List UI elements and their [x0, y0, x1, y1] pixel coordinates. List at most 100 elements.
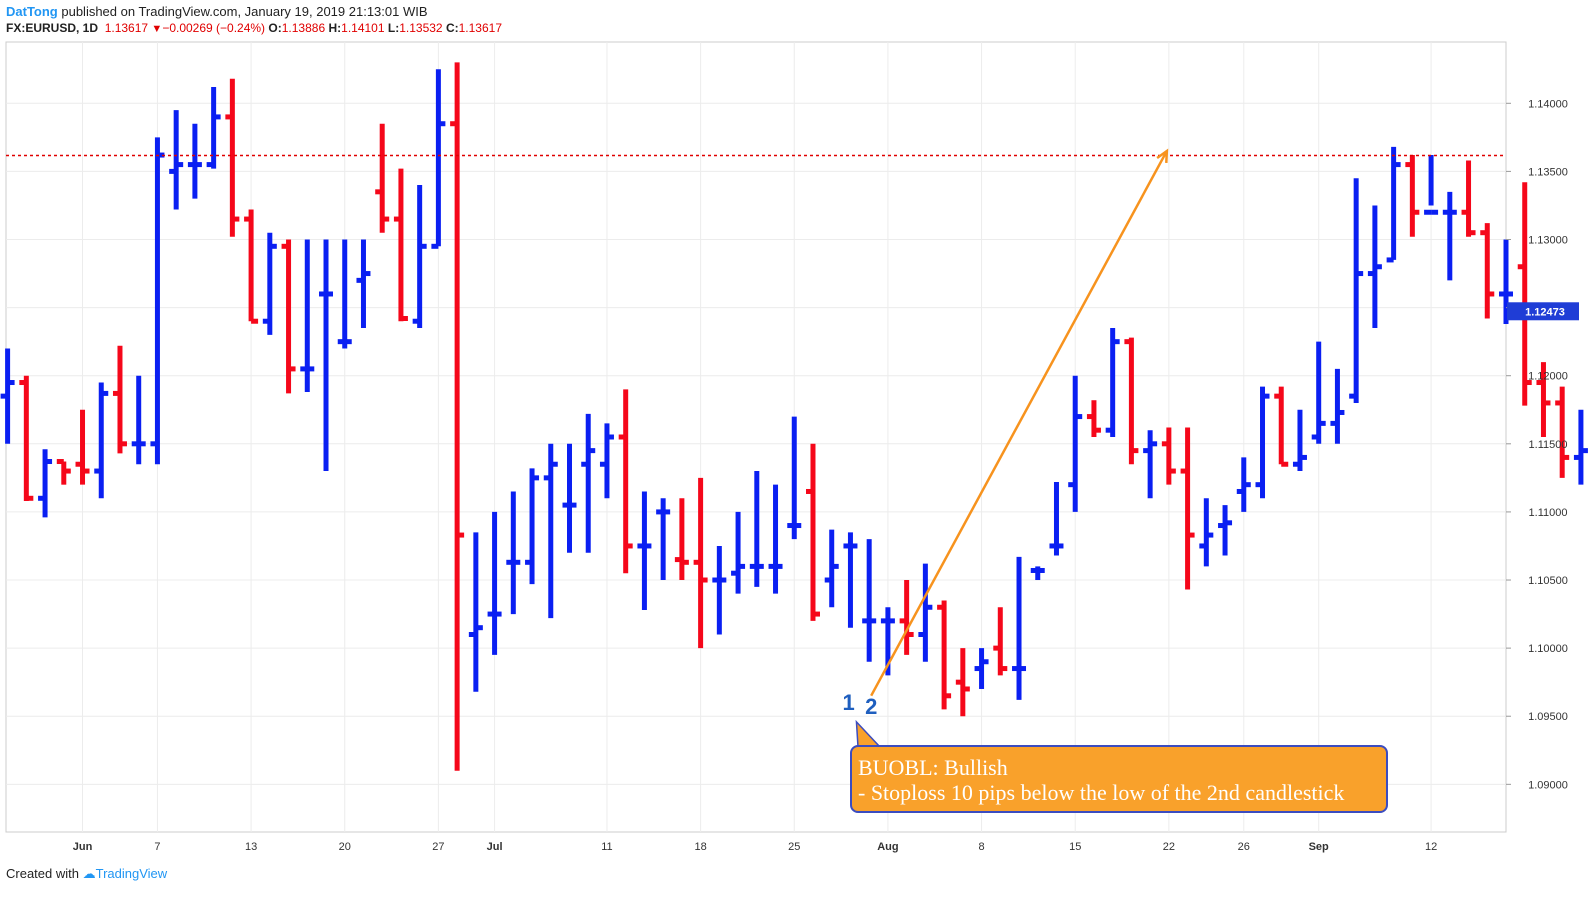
trend-arrow-line: [870, 150, 1168, 697]
ohlc-bar: [599, 423, 614, 499]
marker-1: 1: [842, 690, 854, 715]
y-tick-label: 1.14000: [1528, 98, 1568, 110]
ohlc-bar: [393, 168, 408, 322]
ohlc-bar: [1199, 498, 1214, 567]
ohlc-bar: [974, 648, 989, 689]
y-tick-label: 1.10000: [1528, 643, 1568, 655]
published-text: published on TradingView.com, January 19…: [57, 4, 428, 19]
ohlc-bar: [618, 389, 633, 574]
ohlc-bar: [899, 580, 914, 655]
ohlc-bar: [431, 69, 446, 249]
x-tick-label: 7: [154, 841, 160, 853]
ohlc-bar: [94, 382, 109, 499]
x-tick-label: 18: [694, 841, 706, 853]
tradingview-brand[interactable]: TradingView: [95, 866, 168, 881]
x-tick-label: 22: [1163, 841, 1175, 853]
x-tick-label: Jul: [487, 841, 503, 853]
ohlc-bar: [525, 468, 540, 585]
y-tick-label: 1.09500: [1528, 711, 1568, 723]
ohlc-bar: [1274, 386, 1289, 467]
ohlc-bar: [75, 409, 90, 485]
ohlc-bar: [56, 459, 71, 485]
ohlc-bar: [225, 78, 240, 237]
ohlc-bar: [356, 239, 371, 329]
ohlc-bar: [281, 239, 296, 394]
ohlc-bar: [1461, 160, 1476, 237]
ohlc-bar: [712, 545, 727, 635]
ohlc-bar: [506, 491, 521, 615]
annotation-callout[interactable]: BUOBL: Bullish - Stoploss 10 pips below …: [850, 745, 1388, 813]
ohlc-bar: [112, 345, 127, 454]
ohlc-bar: [319, 239, 334, 472]
ohlc-bar: [637, 491, 652, 610]
ohlc-bar: [450, 62, 465, 771]
price-change: −0.00269 (−0.24%): [162, 21, 266, 35]
y-tick-label: 1.11500: [1529, 439, 1568, 451]
ohlc-bar: [1068, 375, 1083, 512]
ohlc-bar: [1424, 155, 1439, 215]
ohlc-bar: [1124, 337, 1139, 465]
low-value: 1.13532: [399, 21, 443, 35]
ohlc-bar: [749, 471, 764, 587]
ohlc-bar: [1180, 427, 1195, 590]
current-price-tag: [1507, 302, 1579, 321]
ohlc-bar: [38, 449, 53, 518]
ohlc-bar: [206, 86, 221, 169]
x-tick-label: 15: [1069, 841, 1081, 853]
x-tick-label: 12: [1425, 841, 1437, 853]
ohlc-bar: [581, 413, 596, 553]
open-label: O:: [268, 21, 282, 35]
created-with-text: Created with: [6, 866, 79, 881]
y-tick-label: 1.12000: [1528, 371, 1568, 383]
ohlc-bar: [731, 511, 746, 594]
ohlc-bar: [412, 185, 427, 329]
ohlc-bar: [1086, 400, 1101, 437]
ohlc-bars: [0, 62, 1588, 771]
tradingview-logo-icon[interactable]: ☁: [82, 866, 96, 881]
symbol-info: FX:EURUSD, 1D 1.13617 ▼−0.00269 (−0.24%)…: [6, 21, 502, 35]
ohlc-bar: [169, 110, 184, 210]
last-price: 1.13617: [104, 21, 149, 35]
publish-info: DatTong published on TradingView.com, Ja…: [6, 4, 428, 19]
ohlc-bar: [1161, 427, 1176, 485]
x-tick-label: Jun: [73, 841, 93, 853]
ohlc-bar: [862, 539, 877, 662]
ohlc-bar: [1349, 178, 1364, 403]
y-tick-label: 1.10500: [1528, 575, 1568, 587]
ohlc-bar: [543, 443, 558, 619]
annotation-note: - Stoploss 10 pips below the low of the …: [858, 780, 1345, 805]
ohlc-bar: [0, 348, 15, 444]
ohlc-bar: [131, 375, 146, 465]
ohlc-bar: [693, 477, 708, 649]
x-tick-label: 25: [788, 841, 800, 853]
ohlc-bar: [1480, 223, 1495, 319]
x-tick-label: 8: [978, 841, 984, 853]
ohlc-bar: [1311, 341, 1326, 444]
ohlc-bar: [337, 239, 352, 349]
ohlc-bar: [918, 563, 933, 662]
ohlc-bar: [1386, 146, 1401, 263]
price-axis[interactable]: 1.09000 1.09500 1.10000 1.10500 1.11000 1.115…: [1506, 98, 1579, 791]
ohlc-bar: [1573, 409, 1588, 485]
high-label: H:: [328, 21, 342, 35]
ohlc-bar: [1536, 362, 1551, 437]
ohlc-bar: [955, 648, 970, 717]
author-name[interactable]: DatTong: [6, 4, 58, 19]
close-value: 1.13617: [458, 21, 503, 35]
ohlc-bar: [1517, 182, 1532, 406]
time-axis[interactable]: Jun 7 13 20 27 Jul 11 18 25 Aug 8 15 22 26 Sep 12: [73, 841, 1437, 853]
ohlc-bar: [805, 443, 820, 621]
x-tick-label: Sep: [1309, 841, 1329, 853]
x-tick-label: 11: [601, 841, 612, 853]
ohlc-bar: [262, 232, 277, 335]
ohlc-bar: [300, 239, 315, 393]
current-price-label: 1.12473: [1525, 306, 1565, 318]
low-label: L:: [387, 21, 400, 35]
ohlc-bar: [656, 498, 671, 581]
plot-area[interactable]: [5, 41, 1507, 833]
trend-arrow-head: [1156, 148, 1169, 164]
ohlc-bar: [1030, 566, 1045, 581]
ohlc-bar: [674, 498, 689, 581]
